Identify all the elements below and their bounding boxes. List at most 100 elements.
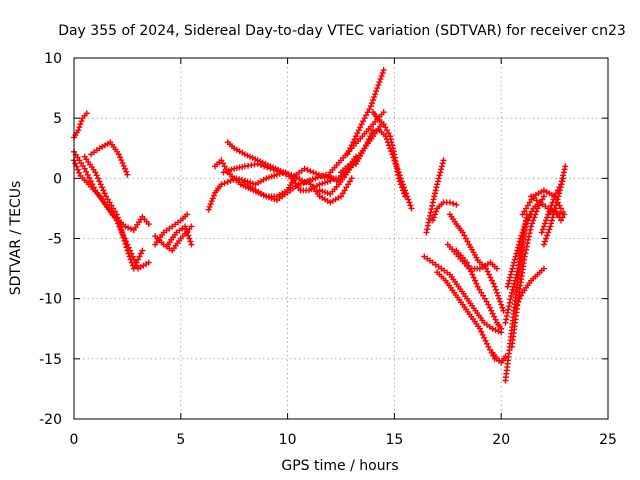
data-point [261, 163, 268, 170]
data-point [183, 226, 190, 233]
data-point [511, 280, 518, 287]
data-point [459, 229, 466, 236]
data-point [509, 286, 516, 293]
data-point [361, 145, 368, 152]
data-point [493, 289, 500, 296]
x-tick-label: 20 [492, 432, 510, 448]
data-point [230, 176, 237, 183]
data-point [358, 121, 365, 128]
data-point [130, 265, 137, 272]
data-point [218, 157, 225, 164]
data-point [350, 139, 357, 146]
data-point [405, 196, 412, 203]
data-point [378, 73, 385, 80]
data-point [482, 337, 489, 344]
data-point [453, 201, 460, 208]
data-point [435, 175, 442, 182]
data-point [483, 265, 490, 272]
data-point [96, 178, 103, 185]
data-point [491, 313, 498, 320]
data-point [507, 296, 514, 303]
data-point [429, 217, 436, 224]
data-point [476, 325, 483, 332]
data-point [524, 202, 531, 209]
series-arc-12 [220, 153, 359, 185]
data-point [393, 163, 400, 170]
data-point [389, 151, 396, 158]
data-point [117, 224, 124, 231]
data-point [115, 217, 122, 224]
data-point [348, 175, 355, 182]
data-point [526, 214, 533, 221]
data-point [270, 166, 277, 173]
series-arc-24 [444, 241, 500, 272]
data-point [108, 202, 115, 209]
data-point [257, 162, 264, 169]
data-point [510, 283, 517, 290]
data-point [315, 171, 322, 178]
data-point [560, 172, 567, 179]
data-point [506, 303, 513, 310]
data-point [487, 274, 494, 281]
data-point [122, 223, 129, 230]
data-point [385, 130, 392, 137]
data-point [125, 224, 132, 231]
data-point [363, 112, 370, 119]
data-point [504, 309, 511, 316]
series-arc-37 [538, 163, 569, 236]
data-point [439, 160, 446, 167]
data-point [115, 151, 122, 158]
data-point [538, 229, 545, 236]
data-point [523, 205, 530, 212]
data-point [368, 130, 375, 137]
data-point [377, 76, 384, 83]
data-point [408, 205, 415, 212]
series-arc-11 [224, 139, 334, 194]
data-point [388, 148, 395, 155]
data-point [184, 229, 191, 236]
data-point [120, 162, 127, 169]
data-point [86, 174, 93, 181]
data-point [512, 274, 519, 281]
data-point [321, 173, 328, 180]
data-point [481, 334, 488, 341]
data-point [476, 286, 483, 293]
data-point [324, 174, 331, 181]
data-point [382, 133, 389, 140]
data-point [488, 277, 495, 284]
data-point [479, 331, 486, 338]
data-point [523, 246, 530, 253]
data-point [118, 227, 125, 234]
data-point [551, 193, 558, 200]
data-point [433, 184, 440, 191]
series-arc-3 [71, 157, 152, 234]
data-point [78, 118, 85, 125]
data-point [550, 196, 557, 203]
data-point [560, 169, 567, 176]
data-point [521, 208, 528, 215]
data-point [423, 229, 430, 236]
x-tick-labels: 0 5 10 15 20 25 [70, 432, 617, 448]
data-point [301, 165, 308, 172]
data-point [548, 217, 555, 224]
data-point [431, 190, 438, 197]
data-point [518, 292, 525, 299]
data-point [354, 130, 361, 137]
data-point [401, 184, 408, 191]
data-point [558, 181, 565, 188]
x-tick-label: 5 [176, 432, 185, 448]
data-point [427, 209, 434, 216]
data-point [424, 222, 431, 229]
data-point [514, 247, 521, 254]
data-point [114, 214, 121, 221]
data-point [145, 259, 152, 266]
data-point [205, 206, 212, 213]
data-point [530, 217, 537, 224]
series-arc-5 [81, 153, 146, 272]
data-point [499, 304, 506, 311]
y-tick-label: 5 [53, 111, 62, 127]
data-point [478, 328, 485, 335]
data-point [93, 172, 100, 179]
data-point [370, 127, 377, 134]
